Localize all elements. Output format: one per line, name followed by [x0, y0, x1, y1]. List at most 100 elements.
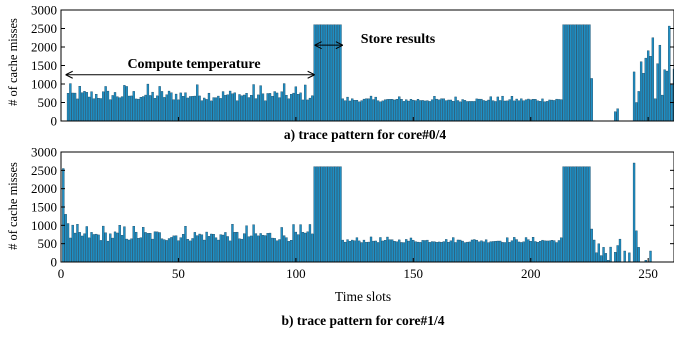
- bar-b-75: [236, 231, 239, 263]
- bar-a-94: [280, 91, 283, 122]
- bar-a-159: [433, 96, 436, 122]
- bar-a-168: [454, 96, 457, 122]
- bar-a-162: [440, 98, 443, 122]
- bar-a-113: [325, 24, 328, 122]
- bar-a-7: [76, 98, 79, 122]
- bar-a-21: [109, 99, 112, 122]
- ytick-label-a-1000: 1000: [31, 77, 57, 92]
- bar-b-102: [299, 224, 302, 263]
- bar-a-63: [207, 92, 211, 122]
- bar-b-21: [109, 233, 112, 263]
- bar-a-105: [306, 99, 309, 122]
- ytick-label-a-2500: 2500: [31, 21, 57, 36]
- bar-b-9: [80, 235, 84, 263]
- annotation-compute-temperature: Compute temperature: [127, 57, 260, 72]
- bar-a-212: [557, 99, 561, 122]
- bar-a-218: [571, 24, 575, 122]
- ytick-label-b-3000: 3000: [31, 145, 57, 160]
- bar-a-133: [372, 99, 375, 122]
- bar-b-20: [106, 240, 110, 263]
- bar-b-208: [548, 240, 551, 263]
- chart-a-title: a) trace pattern for core#0/4: [284, 127, 446, 142]
- ytick-label-a-1500: 1500: [31, 58, 57, 73]
- bar-b-49: [174, 235, 178, 263]
- bar-a-199: [527, 98, 530, 122]
- bar-b-244: [632, 162, 636, 263]
- bar-a-101: [297, 94, 300, 122]
- bar-a-18: [102, 91, 105, 122]
- bar-b-158: [430, 241, 434, 263]
- bar-b-181: [484, 239, 488, 263]
- bar-a-111: [320, 24, 323, 122]
- bar-b-71: [226, 236, 229, 263]
- bar-b-96: [285, 237, 288, 263]
- bar-a-79: [245, 93, 248, 122]
- bar-a-16: [97, 98, 100, 122]
- bar-a-51: [179, 92, 182, 122]
- bar-b-145: [400, 242, 403, 263]
- bar-a-110: [318, 24, 321, 122]
- bar-b-64: [210, 233, 213, 263]
- bar-a-214: [562, 24, 565, 122]
- bar-a-152: [416, 99, 420, 122]
- bar-a-179: [480, 98, 483, 122]
- bar-b-170: [459, 239, 462, 263]
- bar-b-177: [475, 239, 478, 263]
- bar-b-91: [273, 238, 276, 263]
- bar-a-58: [196, 84, 199, 122]
- bar-a-146: [402, 101, 406, 122]
- bar-b-180: [482, 241, 485, 263]
- bar-b-62: [205, 231, 208, 263]
- bar-b-60: [200, 234, 204, 263]
- bar-a-119: [339, 24, 342, 122]
- bar-a-5: [71, 92, 74, 122]
- bar-a-237: [616, 108, 619, 122]
- bar-a-259: [668, 25, 671, 122]
- bar-b-120: [341, 239, 344, 263]
- bar-a-60: [200, 100, 204, 122]
- bar-a-164: [445, 100, 448, 122]
- bar-a-92: [275, 92, 279, 122]
- bar-b-77: [240, 238, 243, 263]
- bar-a-141: [391, 99, 394, 122]
- annotation-store-results: Store results: [361, 32, 436, 47]
- bar-a-226: [590, 78, 593, 122]
- bar-b-176: [473, 239, 476, 263]
- bar-b-28: [125, 238, 128, 263]
- bar-a-244: [632, 71, 636, 122]
- bar-a-62: [205, 99, 208, 122]
- bar-b-135: [376, 242, 380, 263]
- bar-b-118: [336, 166, 340, 263]
- bar-b-43: [160, 238, 164, 263]
- bar-b-39: [151, 238, 154, 263]
- bar-a-194: [515, 98, 518, 122]
- bar-a-9: [80, 92, 84, 122]
- bar-a-188: [501, 95, 504, 122]
- bar-a-172: [463, 100, 467, 122]
- bar-b-121: [344, 241, 347, 263]
- ytick-label-a-0: 0: [51, 114, 58, 129]
- bar-b-205: [541, 239, 544, 263]
- bar-a-103: [301, 99, 305, 122]
- bar-b-140: [388, 239, 391, 263]
- bar-a-190: [506, 100, 509, 122]
- bar-b-22: [111, 237, 114, 263]
- bar-a-118: [336, 24, 340, 122]
- bar-a-31: [132, 91, 135, 122]
- bar-a-40: [153, 98, 157, 122]
- bar-b-171: [461, 240, 464, 263]
- bar-a-254: [656, 63, 659, 122]
- bar-a-108: [313, 24, 316, 122]
- bar-b-146: [402, 242, 406, 263]
- bar-b-148: [407, 240, 410, 263]
- bar-a-64: [210, 100, 213, 122]
- bar-b-115: [329, 166, 333, 263]
- bar-a-222: [581, 24, 584, 122]
- bar-b-80: [247, 236, 251, 263]
- bar-b-31: [132, 226, 135, 263]
- bar-a-209: [550, 99, 554, 122]
- bar-b-124: [351, 239, 354, 263]
- bar-b-67: [217, 239, 220, 263]
- bar-b-44: [163, 239, 166, 263]
